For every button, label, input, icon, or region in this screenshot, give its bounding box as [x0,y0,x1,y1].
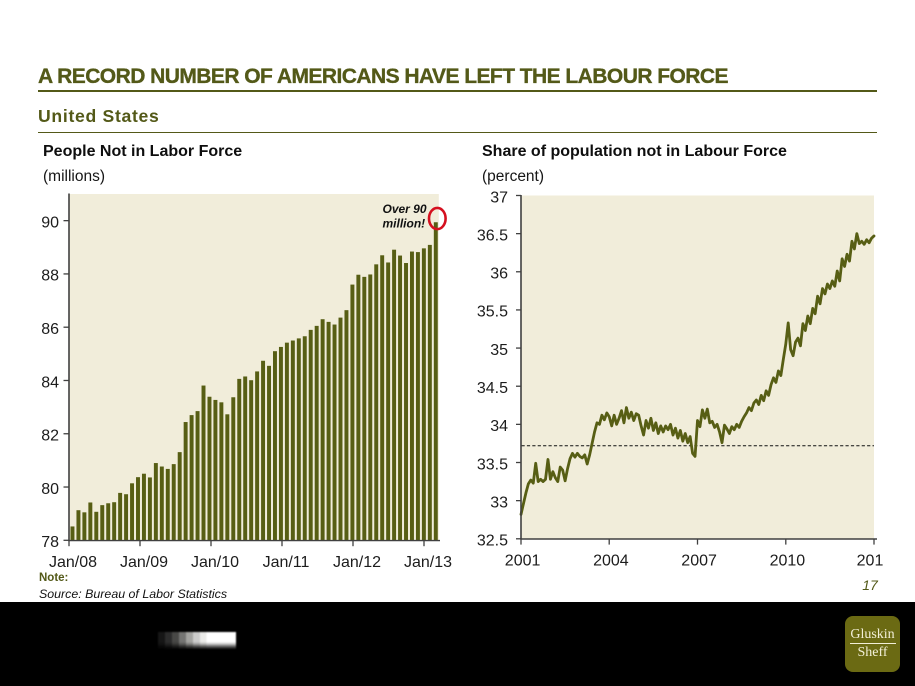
svg-text:201: 201 [857,552,884,569]
svg-text:Jan/08: Jan/08 [49,554,97,571]
svg-text:86: 86 [41,321,59,338]
svg-text:35: 35 [490,342,508,359]
svg-text:Jan/09: Jan/09 [120,554,168,571]
svg-text:90: 90 [41,214,59,231]
svg-text:million!: million! [383,216,426,230]
svg-text:Jan/13: Jan/13 [404,554,452,571]
svg-text:Jan/11: Jan/11 [263,554,310,571]
svg-text:36: 36 [490,266,508,283]
svg-text:2001: 2001 [505,552,541,569]
svg-text:Over 90: Over 90 [383,202,427,216]
svg-text:84: 84 [41,374,59,391]
svg-text:82: 82 [41,428,59,445]
svg-text:36.5: 36.5 [477,227,508,244]
svg-text:88: 88 [41,268,59,285]
svg-text:35.5: 35.5 [477,304,508,321]
svg-text:33.5: 33.5 [477,456,508,473]
svg-text:37: 37 [490,189,508,206]
svg-text:80: 80 [41,481,59,498]
svg-text:Jan/10: Jan/10 [191,554,239,571]
svg-text:34.5: 34.5 [477,380,508,397]
svg-text:2010: 2010 [770,552,806,569]
svg-text:2004: 2004 [593,552,629,569]
svg-text:2007: 2007 [681,552,717,569]
svg-text:Jan/12: Jan/12 [333,554,381,571]
svg-text:78: 78 [41,534,59,551]
svg-text:32.5: 32.5 [477,533,508,550]
svg-text:34: 34 [490,418,508,435]
svg-text:33: 33 [490,494,508,511]
